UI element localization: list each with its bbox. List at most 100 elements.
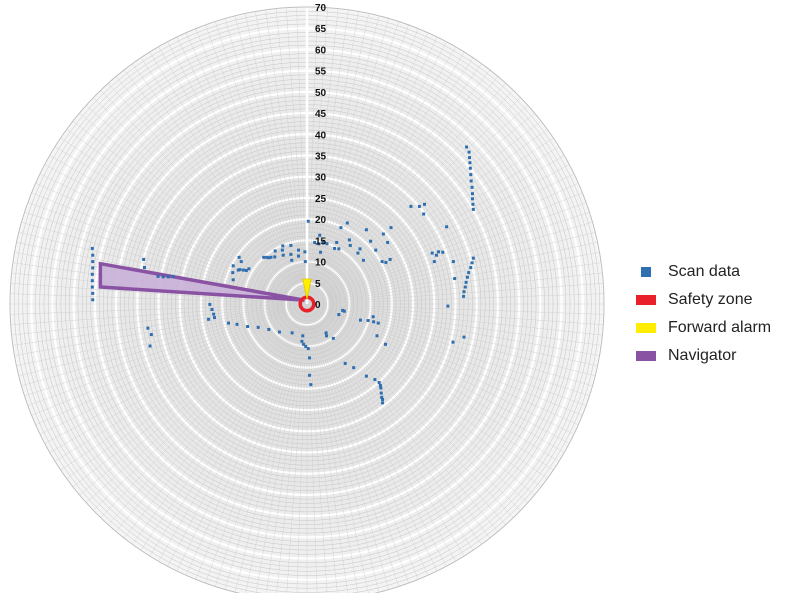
scan-point [236,268,240,272]
grid-spoke [79,112,291,291]
grid-spoke [318,57,474,287]
scan-point [470,192,474,196]
scan-point [91,266,95,270]
grid-spoke [245,13,303,284]
scan-point [91,298,95,302]
scan-point [297,248,301,252]
scan-point [324,331,328,335]
outer-ring [9,6,605,593]
grid-spoke [319,321,482,545]
grid-spoke [315,323,428,576]
radial-tick-label: 20 [315,215,327,226]
grid-spoke [315,32,428,285]
scan-point [231,271,235,275]
grid-spoke [327,231,596,300]
grid-spoke [55,315,290,462]
scan-point [280,248,284,252]
polar-grid [8,5,606,593]
scan-point [453,277,457,281]
radial-tick-label: 10 [315,258,327,269]
grid-spoke [60,137,290,293]
scan-point [467,150,471,154]
scan-point [364,228,368,232]
scan-point [171,274,175,278]
grid-spoke [322,97,521,290]
grid-spoke [195,323,300,580]
scan-point [90,246,94,250]
scan-point [91,260,95,264]
grid-spoke [21,309,287,387]
grid-spoke [132,321,295,545]
grid-spoke [314,323,419,580]
scan-point [300,339,304,343]
scan-point [244,268,248,272]
grid-spoke [93,318,292,511]
grid-spoke [266,324,305,593]
grid-spoke [224,324,302,590]
legend-item-forward-alarm: Forward alarm [636,314,796,342]
grid-spoke [176,322,298,572]
scan-point [213,316,217,320]
scan-point [297,254,301,258]
grid-spoke [140,57,296,287]
navigator-layer [98,261,305,302]
grid-spoke [100,90,293,289]
scan-point [434,253,438,257]
scan-point [91,291,95,295]
scan-point [156,274,160,278]
grid-spoke [314,323,409,584]
scan-point [166,275,170,279]
grid-spoke [325,155,565,294]
grid-spoke [296,7,307,283]
scan-point [231,278,235,282]
scan-point [337,247,341,251]
grid-spoke [31,311,288,416]
scan-point [267,256,271,260]
scan-point [465,145,469,149]
scan-point [318,233,322,237]
grid-spoke [132,63,295,287]
grid-spoke [321,83,506,289]
scan-point [319,250,323,254]
grid-spoke [322,318,528,503]
grid-spoke [327,262,602,302]
grid-spoke [327,306,602,346]
grid-spoke [326,192,583,297]
grid-spoke [314,24,409,285]
grid-spoke [324,146,559,293]
grid-spoke [265,9,305,284]
scan-point [207,317,211,321]
scan-point [469,266,473,270]
grid-spoke [286,325,306,593]
grid-spoke [311,324,369,593]
scan-point [361,258,365,262]
grid-spoke [323,121,542,292]
scan-point [375,334,379,338]
scan-point [212,312,216,316]
scan-point [377,380,381,384]
grid-spoke [234,15,303,284]
polar-scan-plot: 0 5 10 15 20 25 30 35 40 45 50 55 60 65 70 [8,3,606,593]
grid-spoke [24,310,287,396]
scan-point [335,240,339,244]
scan-point [308,356,312,360]
grid-spoke [215,324,301,587]
grid-spoke [319,69,490,288]
scan-point [469,179,473,183]
grid-spoke [149,321,296,556]
scan-point [146,326,150,330]
scan-point [227,321,231,325]
grid-spoke [327,212,590,298]
grid-spoke [309,324,348,593]
scan-point [237,255,241,259]
grid-spoke [312,18,390,284]
grid-spoke [328,283,604,303]
scan-point [430,251,434,255]
grid-spoke [44,313,289,444]
scan-point [343,361,347,365]
scan-point [345,221,349,225]
radial-tick-labels: 0 5 10 15 20 25 30 35 40 45 50 55 60 65 70 [315,3,327,311]
grid-spoke [275,8,305,283]
grid-spoke [79,317,291,496]
forward-alarm-wedge [302,278,312,300]
